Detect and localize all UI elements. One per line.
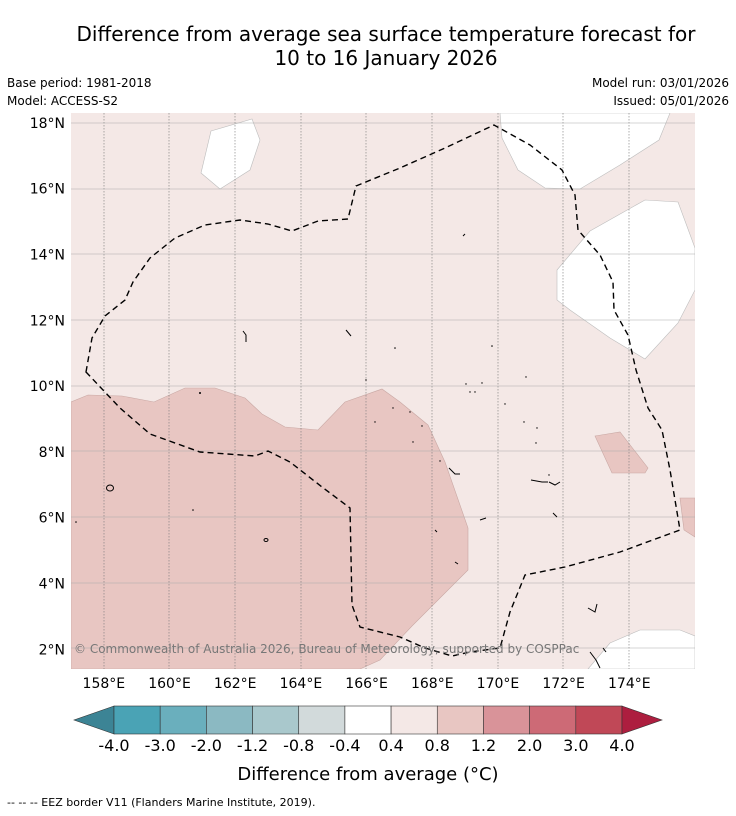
neutral-region-east	[556, 199, 695, 360]
longitude-labels: 158°E 160°E 162°E 164°E 166°E 168°E 170°E 172°E…	[83, 676, 651, 692]
colorbar-swatch	[159, 705, 207, 735]
anomaly-fill-patch-east	[594, 431, 649, 474]
latitude-label: 16°N	[30, 182, 65, 198]
anomaly-fill-0.8-1.2	[71, 387, 469, 669]
longitude-label: 172°E	[542, 676, 585, 692]
longitude-label: 168°E	[411, 676, 454, 692]
colorbar-tick-labels: -4.0 -3.0 -2.0 -1.2 -0.8 -0.4 0.4 0.8 1.2 2.0 3.0 4…	[98, 736, 634, 755]
colorbar-over-arrow	[621, 705, 663, 735]
base-period: Base period: 1981-2018	[7, 76, 152, 90]
longitude-label: 162°E	[214, 676, 257, 692]
colorbar-swatch	[575, 705, 623, 735]
colorbar-tick-label: -2.0	[191, 736, 222, 755]
latitude-label: 10°N	[30, 379, 65, 395]
colorbar-tick-label: -0.4	[329, 736, 360, 755]
colorbar	[73, 705, 663, 735]
colorbar-swatch	[298, 705, 346, 735]
latitude-lines	[71, 122, 695, 649]
colorbar-under-arrow	[73, 705, 115, 735]
colorbar-swatch	[344, 705, 392, 735]
latitude-label: 8°N	[39, 445, 65, 461]
eez-footnote: -- -- -- EEZ border V11 (Flanders Marine…	[7, 796, 316, 809]
longitude-label: 174°E	[608, 676, 651, 692]
colorbar-tick-label: 0.8	[425, 736, 450, 755]
meta-right: Model run: 03/01/2026 Issued: 05/01/2026	[592, 74, 729, 110]
colorbar-tick-label: -1.2	[237, 736, 268, 755]
map-plot-area	[71, 113, 695, 669]
longitude-label: 160°E	[148, 676, 191, 692]
latitude-label: 12°N	[30, 313, 65, 329]
latitude-label: 2°N	[39, 642, 65, 658]
colorbar-tick-label: -3.0	[145, 736, 176, 755]
latitude-label: 4°N	[39, 576, 65, 592]
graticule	[103, 113, 630, 669]
longitude-label: 166°E	[345, 676, 388, 692]
anomaly-fill-patch-edge	[679, 497, 695, 538]
colorbar-swatch	[529, 705, 577, 735]
colorbar-tick-label: 3.0	[563, 736, 588, 755]
neutral-region-northwest	[200, 118, 261, 190]
latitude-label: 18°N	[30, 116, 65, 132]
colorbar-swatch	[436, 705, 484, 735]
colorbar-swatch	[483, 705, 530, 735]
title-line-2: 10 to 16 January 2026	[274, 46, 498, 70]
eez-border	[85, 124, 681, 657]
meta-left: Base period: 1981-2018 Model: ACCESS-S2	[7, 74, 152, 110]
island-dots	[75, 345, 550, 523]
latitude-label: 14°N	[30, 247, 65, 263]
colorbar-swatch	[252, 705, 300, 735]
longitude-label: 158°E	[83, 676, 126, 692]
colorbar-tick-label: 0.4	[378, 736, 403, 755]
colorbar-label: Difference from average (°C)	[237, 764, 498, 785]
colorbar-tick-label: -4.0	[98, 736, 129, 755]
longitude-label: 164°E	[280, 676, 323, 692]
copyright-text: © Commonwealth of Australia 2026, Bureau…	[74, 642, 579, 656]
latitude-labels: 18°N 16°N 14°N 12°N 10°N 8°N 6°N 4°N 2°N	[30, 116, 65, 658]
title-line-1: Difference from average sea surface temp…	[76, 22, 696, 46]
colorbar-tick-label: 1.2	[471, 736, 496, 755]
model-run: Model run: 03/01/2026	[591, 76, 729, 90]
neutral-region-southeast	[587, 629, 695, 669]
colorbar-swatch	[206, 705, 253, 735]
colorbar-swatch	[390, 705, 438, 735]
model-name: Model: ACCESS-S2	[7, 94, 119, 108]
latitude-label: 6°N	[39, 511, 65, 527]
colorbar-tick-label: 4.0	[609, 736, 634, 755]
colorbar-swatch	[113, 705, 161, 735]
colorbar-tick-label: -0.8	[283, 736, 314, 755]
island-markers	[106, 233, 607, 669]
colorbar-tick-label: 2.0	[517, 736, 542, 755]
issued-date: Issued: 05/01/2026	[613, 94, 729, 108]
chart-title: Difference from average sea surface temp…	[0, 22, 736, 70]
longitude-label: 170°E	[477, 676, 520, 692]
